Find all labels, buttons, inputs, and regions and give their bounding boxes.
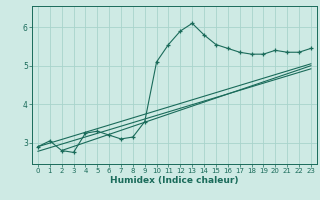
X-axis label: Humidex (Indice chaleur): Humidex (Indice chaleur) [110, 176, 239, 185]
